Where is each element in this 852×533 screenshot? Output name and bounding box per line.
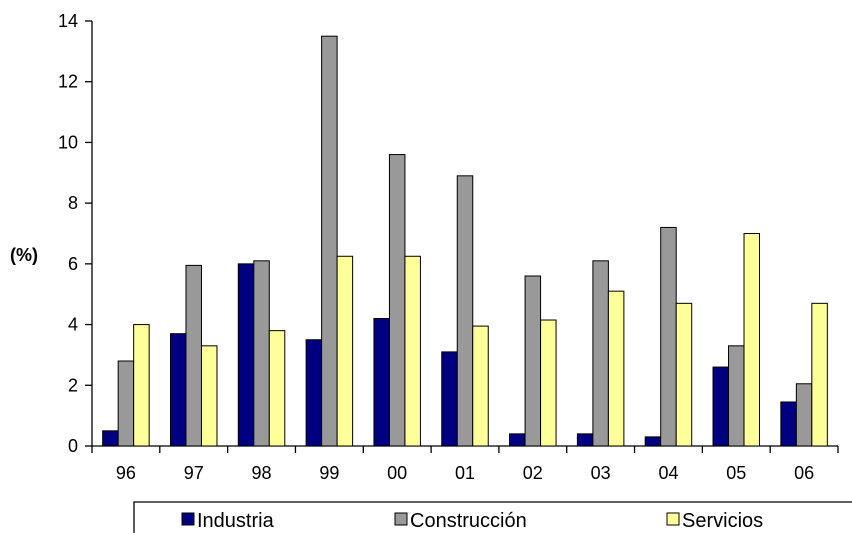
bar-servicios-03 — [607, 290, 625, 447]
x-tick-label: 06 — [794, 463, 814, 483]
x-tick-label: 99 — [319, 463, 339, 483]
bar-industria-97 — [169, 333, 187, 447]
bar-construccin-97 — [185, 264, 202, 447]
bar-industria-06 — [780, 401, 797, 447]
legend: Industria Construcción Servicios — [133, 501, 852, 533]
bar-industria-98 — [237, 263, 255, 447]
bar-servicios-04 — [675, 302, 693, 447]
x-tick-label: 01 — [455, 463, 475, 483]
legend-swatch-servicios — [666, 512, 680, 526]
bar-industria-03 — [576, 433, 594, 447]
legend-swatch-industria — [181, 512, 195, 526]
bar-servicios-98 — [268, 330, 286, 447]
y-axis: 0 2 4 6 8 10 12 14 — [58, 11, 93, 456]
x-tick-label: 00 — [387, 463, 407, 483]
y-tick-label: 10 — [58, 132, 78, 152]
x-tick-label: 96 — [116, 463, 136, 483]
bar-construccin-98 — [253, 260, 270, 447]
y-tick-label: 8 — [68, 193, 78, 213]
bar-construccin-99 — [321, 35, 338, 447]
bar-industria-05 — [712, 366, 730, 447]
y-tick-label: 0 — [68, 436, 78, 456]
bar-servicios-06 — [811, 302, 828, 447]
bar-servicios-02 — [540, 319, 557, 447]
legend-label-industria: Industria — [197, 510, 275, 532]
x-tick-label: 98 — [252, 463, 272, 483]
y-tick-label: 2 — [68, 375, 78, 395]
bar-servicios-99 — [336, 255, 354, 447]
legend-border — [133, 501, 852, 533]
bar-construccin-01 — [456, 175, 474, 447]
bar-servicios-00 — [404, 255, 421, 447]
bar-construccin-05 — [728, 345, 745, 447]
bar-construccin-00 — [388, 154, 406, 447]
legend-label-servicios: Servicios — [682, 510, 763, 532]
y-tick-label: 6 — [68, 254, 78, 274]
bar-construccin-96 — [117, 360, 135, 447]
bar-servicios-01 — [472, 325, 489, 447]
x-tick-label: 02 — [523, 463, 543, 483]
bar-industria-96 — [102, 430, 119, 447]
x-tick-label: 97 — [184, 463, 204, 483]
bar-servicios-96 — [133, 324, 150, 447]
legend-label-construccin: Construcción — [410, 510, 527, 532]
bar-servicios-05 — [743, 233, 761, 447]
bar-industria-01 — [441, 351, 458, 447]
bars — [102, 35, 828, 447]
bar-industria-04 — [644, 436, 662, 447]
x-tick-label: 04 — [658, 463, 678, 483]
bar-industria-99 — [305, 339, 323, 447]
y-tick-label: 12 — [58, 72, 78, 92]
x-tick-label: 03 — [591, 463, 611, 483]
y-tick-label: 14 — [58, 11, 78, 31]
x-tick-label: 05 — [726, 463, 746, 483]
legend-swatch-construccin — [394, 512, 408, 526]
y-axis-label: (%) — [10, 245, 38, 265]
bar-construccin-03 — [592, 260, 609, 447]
x-axis: 96 97 98 99 00 01 02 03 04 05 06 — [91, 445, 839, 483]
y-tick-label: 4 — [68, 315, 78, 335]
bar-industria-00 — [373, 318, 390, 447]
bar-construccin-04 — [660, 226, 677, 447]
bar-construccin-02 — [524, 275, 542, 447]
bar-industria-02 — [509, 433, 526, 447]
bar-construccin-06 — [795, 383, 813, 447]
bar-servicios-97 — [200, 345, 218, 447]
